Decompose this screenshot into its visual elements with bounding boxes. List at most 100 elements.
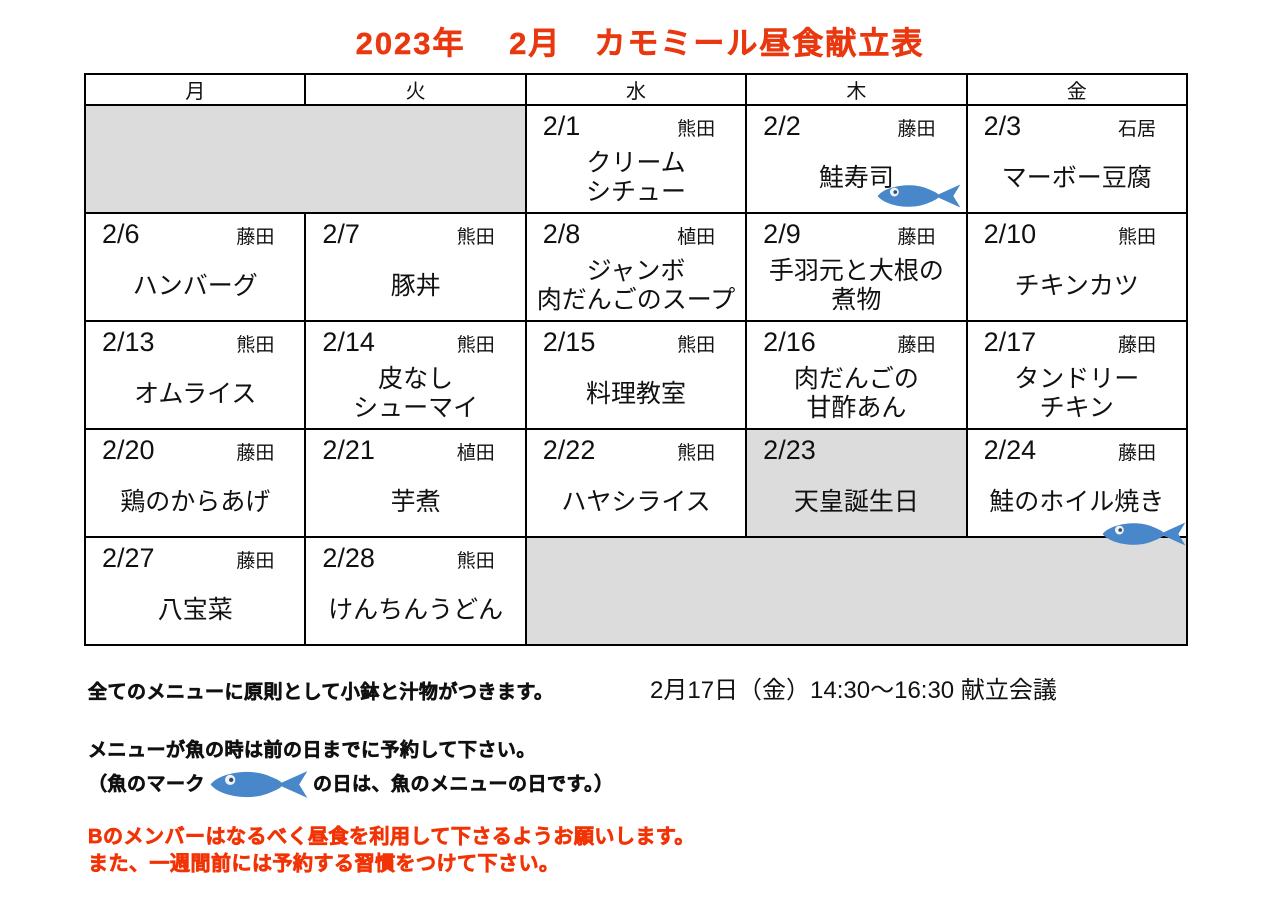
- day-header: 月: [83, 73, 307, 106]
- date-label: 2/2: [763, 111, 801, 141]
- cell-date-row: 2/10 熊田: [968, 214, 1186, 249]
- menu-cell: 2/13 熊田オムライス: [83, 320, 307, 430]
- menu-cell: 2/14 熊田 皮なし シューマイ: [304, 320, 527, 430]
- menu-cell: 2/27 藤田 八宝菜: [83, 536, 307, 646]
- menu-cell: 2/20 藤田 鶏のからあげ: [83, 428, 307, 538]
- empty-cell: [524, 536, 1189, 646]
- date-label: 2/22: [542, 435, 596, 465]
- note-fish-line2-prefix: （魚のマーク: [88, 773, 206, 795]
- cook-name: 熊田: [456, 551, 495, 572]
- menu-item: チキンカツ: [1014, 271, 1139, 300]
- date-label: 2/8: [542, 219, 581, 249]
- date-label: 2/15: [542, 327, 596, 357]
- cell-date-row: 2/13 熊田: [86, 322, 304, 357]
- menu-item: 皮なし シューマイ: [353, 365, 479, 422]
- calendar-week-row: 2/6 藤田 ハンバーグ 2/7 熊田 豚丼 2/8 植田 ジャンボ 肉だんごのスープ 2/9 藤田手…: [83, 212, 1189, 322]
- date-label: 2/1: [542, 111, 581, 141]
- note-fish-line1: メニューが魚の時は前の日までに予約して下さい。: [88, 740, 536, 762]
- date-label: 2/10: [983, 219, 1037, 249]
- menu-item: 鮭のホイル焼き: [989, 487, 1165, 516]
- date-label: 2/3: [983, 111, 1022, 141]
- note-red-line1: Bのメンバーはなるべく昼食を利用して下さるようお願いします。: [88, 826, 695, 849]
- note-fish-reservation: メニューが魚の時は前の日までに予約して下さい。 （魚のマーク の日は、魚のメニュ…: [88, 739, 1192, 802]
- cook-name: 藤田: [236, 443, 275, 464]
- menu-item: 芋煮: [390, 487, 441, 516]
- meeting-info: 2月17日（金）14:30～16:30 献立会議: [650, 677, 1057, 704]
- day-header-row: 月火水木金: [83, 73, 1189, 106]
- cell-date-row: 2/1 熊田: [527, 106, 745, 141]
- cook-name: 熊田: [236, 335, 275, 356]
- menu-item: ジャンボ 肉だんごのスープ: [536, 257, 736, 314]
- menu-item: けんちんうどん: [328, 595, 504, 624]
- menu-cell: 2/1 熊田 クリーム シチュー: [524, 104, 748, 214]
- date-label: 2/16: [763, 327, 816, 357]
- cook-name: 藤田: [1117, 335, 1156, 356]
- cook-name: 植田: [456, 443, 495, 464]
- cell-date-row: 2/22 熊田: [527, 430, 745, 465]
- fish-icon: [210, 771, 308, 798]
- calendar-week-row: 2/13 熊田 オムライス 2/14 熊田 皮なし シューマイ 2/15 熊田 料理教室 2/16 藤…: [83, 320, 1189, 430]
- date-label: 2/21: [322, 435, 375, 465]
- day-header: 火: [304, 73, 527, 106]
- holiday-cell: 2/23 天皇誕生日: [745, 428, 968, 538]
- menu-item: オムライス: [134, 379, 257, 408]
- note-side-dishes: 全てのメニューに原則として小鉢と汁物がつきます。: [88, 682, 554, 704]
- day-header: 金: [965, 73, 1189, 106]
- cook-name: 石居: [1117, 119, 1156, 140]
- cell-date-row: 2/9 藤田: [747, 214, 965, 249]
- menu-cell: 2/8 植田ジャンボ 肉だんごのスープ: [524, 212, 748, 322]
- date-label: 2/13: [102, 327, 155, 357]
- cell-date-row: 2/7 熊田: [306, 214, 524, 249]
- holiday-label: 天皇誕生日: [793, 487, 919, 516]
- menu-cell: 2/3 石居マーボー豆腐: [965, 104, 1189, 214]
- cell-date-row: 2/23: [747, 430, 965, 464]
- note-fish-line2: （魚のマーク の日は、魚のメニューの日です。）: [88, 767, 1192, 802]
- cook-name: 熊田: [677, 443, 716, 464]
- cell-date-row: 2/6 藤田: [86, 214, 304, 249]
- cell-date-row: 2/15 熊田: [527, 322, 745, 357]
- menu-item: 手羽元と大根の 煮物: [768, 257, 944, 314]
- menu-cell: 2/16 藤田 肉だんごの 甘酢あん: [745, 320, 968, 430]
- cook-name: 藤田: [897, 119, 936, 140]
- cook-name: 藤田: [236, 551, 275, 572]
- note-red-line2: また、一週間前には予約する習慣をつけて下さい。: [88, 853, 560, 876]
- note-fish-line2-suffix: の日は、魚のメニューの日です。）: [313, 773, 614, 795]
- menu-item: 鶏のからあげ: [120, 487, 271, 516]
- menu-cell: 2/22 熊田ハヤシライス: [524, 428, 748, 538]
- date-label: 2/7: [322, 219, 360, 249]
- cell-date-row: 2/2 藤田: [747, 106, 965, 141]
- cell-date-row: 2/27 藤田: [86, 538, 304, 573]
- cook-name: 熊田: [677, 335, 716, 356]
- menu-item: ハンバーグ: [132, 271, 258, 300]
- day-header: 水: [524, 73, 748, 106]
- cell-date-row: 2/8 植田: [527, 214, 745, 249]
- menu-cell: 2/17 藤田 タンドリー チキン: [965, 320, 1189, 430]
- menu-item: マーボー豆腐: [1001, 163, 1152, 192]
- menu-cell: 2/10 熊田チキンカツ: [965, 212, 1189, 322]
- fish-icon: [207, 767, 311, 802]
- menu-cell: 2/15 熊田 料理教室: [524, 320, 748, 430]
- date-label: 2/17: [983, 327, 1037, 357]
- fish-icon: [877, 184, 960, 208]
- date-label: 2/9: [763, 219, 801, 249]
- cook-name: 藤田: [897, 227, 936, 248]
- menu-cell: 2/21 植田芋煮: [304, 428, 527, 538]
- menu-cell: 2/24 藤田鮭のホイル焼き: [965, 428, 1189, 546]
- date-label: 2/28: [322, 543, 375, 573]
- note-member-request: Bのメンバーはなるべく昼食を利用して下さるようお願いします。 また、一週間前には…: [88, 824, 1192, 878]
- menu-cell: 2/6 藤田ハンバーグ: [83, 212, 307, 322]
- menu-cell: 2/7 熊田 豚丼: [304, 212, 527, 322]
- calendar-week-row: 2/1 熊田 クリーム シチュー 2/2 藤田 鮭寿司 2/3 石居 マーボー豆腐: [84, 104, 1189, 214]
- cell-date-row: 2/16 藤田: [747, 322, 965, 357]
- menu-item: 鮭寿司: [818, 163, 894, 192]
- cell-date-row: 2/24 藤田: [968, 430, 1186, 465]
- calendar-week-row: 2/27 藤田 八宝菜 2/28 熊田 けんちんうどん: [83, 536, 1189, 646]
- cook-name: 藤田: [897, 335, 936, 356]
- menu-calendar-table: 月火水木金 2/1 熊田 クリーム シチュー 2/2 藤田 鮭寿司 2/3 石居 マーボー豆腐 2/…: [83, 73, 1189, 646]
- cell-date-row: 2/17 藤田: [968, 322, 1186, 357]
- menu-item: ハヤシライス: [561, 487, 711, 516]
- fish-icon: [1102, 522, 1186, 546]
- cook-name: 熊田: [677, 119, 716, 140]
- date-label: 2/27: [102, 543, 155, 573]
